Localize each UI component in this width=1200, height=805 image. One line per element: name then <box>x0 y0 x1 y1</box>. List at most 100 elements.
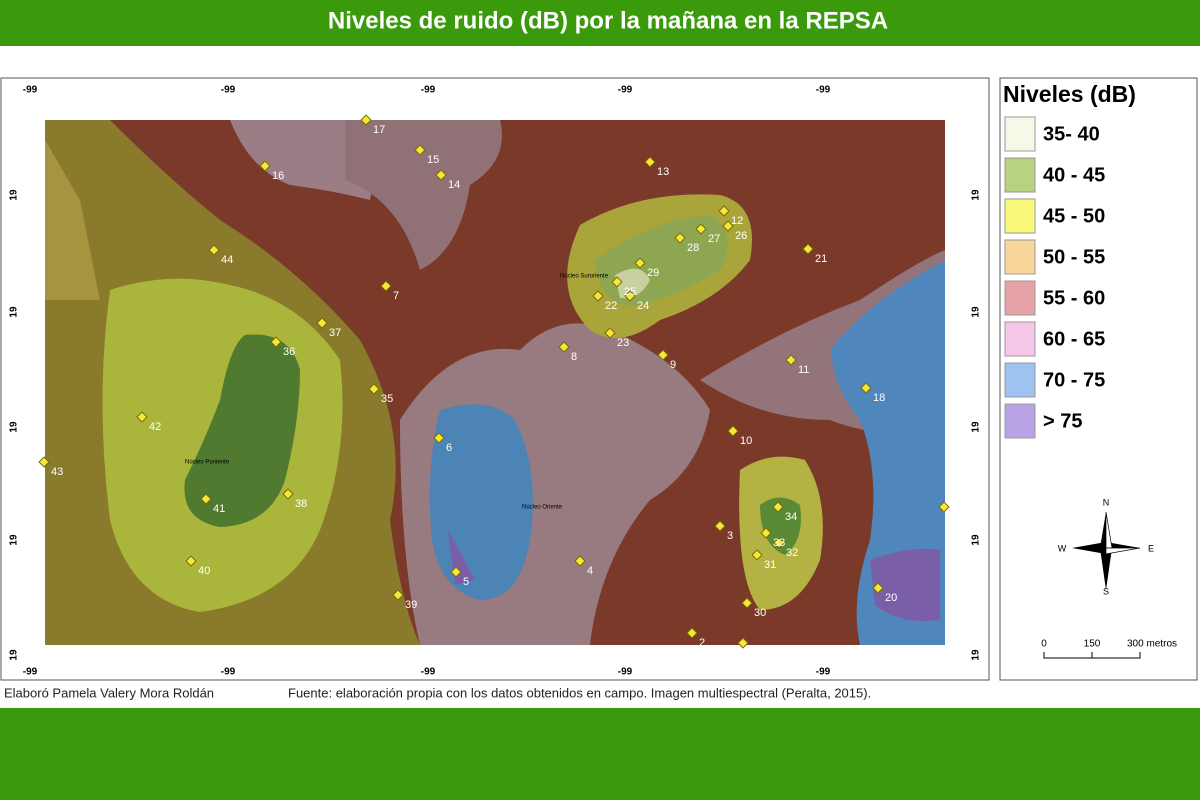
sample-point <box>634 257 646 269</box>
sample-point <box>695 223 707 235</box>
sample-point <box>718 205 730 217</box>
sample-point <box>208 244 220 256</box>
point-label: 9 <box>670 359 676 371</box>
sample-point <box>714 520 726 532</box>
sample-point <box>644 156 656 168</box>
footer-source: Fuente: elaboración propia con los datos… <box>288 685 871 700</box>
coord-label: -99 <box>816 667 831 678</box>
sample-point <box>316 317 328 329</box>
sample-point <box>392 589 404 601</box>
point-label: 22 <box>605 300 617 312</box>
point-label: 31 <box>764 559 776 571</box>
sample-point <box>741 597 753 609</box>
legend-swatch <box>1004 157 1036 193</box>
legend-swatch <box>1004 280 1036 316</box>
sample-point <box>259 160 271 172</box>
coord-label: 19 <box>971 306 982 318</box>
coord-label: 19 <box>9 421 20 433</box>
sample-point <box>450 566 462 578</box>
point-label: 2 <box>699 637 705 649</box>
sample-point <box>604 327 616 339</box>
sample-point <box>773 537 785 549</box>
coord-label: -99 <box>221 85 236 96</box>
point-label: 36 <box>283 346 295 358</box>
coord-label: -99 <box>618 667 633 678</box>
compass-w: W <box>1058 543 1067 553</box>
point-label: 40 <box>198 565 210 577</box>
point-label: 10 <box>740 435 752 447</box>
region-label: Núcleo Poniente <box>185 460 230 466</box>
legend-label: 35- 40 <box>1043 123 1100 145</box>
sample-point <box>611 276 623 288</box>
region-label: Núcleo Suroriente <box>560 274 609 280</box>
coord-label: 19 <box>9 649 20 661</box>
point-label: 26 <box>735 230 747 242</box>
point-label: 33 <box>773 537 785 549</box>
title-bar <box>0 0 1200 46</box>
compass-e: E <box>1148 543 1154 553</box>
scale-label: 150 <box>1084 639 1101 650</box>
sample-point <box>938 501 950 513</box>
point-label: 11 <box>798 364 809 376</box>
sample-point <box>751 549 763 561</box>
point-label: 14 <box>448 179 460 191</box>
legend-label: 45 - 50 <box>1043 205 1105 227</box>
scale-label: 300 metros <box>1127 639 1177 650</box>
point-label: 43 <box>51 466 63 478</box>
point-label: 8 <box>571 351 577 363</box>
point-label: 6 <box>446 442 452 454</box>
legend-swatch <box>1004 116 1036 152</box>
point-label: 18 <box>873 392 885 404</box>
sample-point <box>574 555 586 567</box>
point-label: 35 <box>381 393 393 405</box>
legend-label: 60 - 65 <box>1043 328 1105 350</box>
sample-point <box>136 411 148 423</box>
compass <box>1072 511 1141 590</box>
legend-label: 40 - 45 <box>1043 164 1105 186</box>
point-label: 21 <box>815 253 827 265</box>
point-label: 28 <box>687 242 699 254</box>
sample-point <box>270 336 282 348</box>
legend-swatch <box>1004 198 1036 234</box>
map-image <box>45 120 945 645</box>
point-label: 3 <box>727 530 733 542</box>
sample-point <box>38 456 50 468</box>
point-label: 32 <box>786 547 798 559</box>
bottom-bar <box>0 708 1200 800</box>
sample-point <box>282 488 294 500</box>
coord-label: -99 <box>221 667 236 678</box>
sample-point <box>657 349 669 361</box>
coord-label: 19 <box>9 534 20 546</box>
coord-label: -99 <box>23 667 38 678</box>
coord-label: 19 <box>971 189 982 201</box>
sample-point <box>872 582 884 594</box>
sample-point <box>686 627 698 639</box>
sample-point <box>860 382 872 394</box>
sample-point <box>722 220 734 232</box>
legend-title: Niveles (dB) <box>1003 81 1136 107</box>
coord-label: 19 <box>971 534 982 546</box>
point-label: 13 <box>657 166 669 178</box>
point-label: 38 <box>295 498 307 510</box>
point-label: 39 <box>405 599 417 611</box>
legend-swatch <box>1004 239 1036 275</box>
point-label: 27 <box>708 233 720 245</box>
point-label: 41 <box>213 503 225 515</box>
sample-point <box>368 383 380 395</box>
point-label: 12 <box>731 215 743 227</box>
point-label: 1 <box>750 647 756 659</box>
legend-label: > 75 <box>1043 410 1082 432</box>
legend-label: 70 - 75 <box>1043 369 1105 391</box>
sample-point <box>380 280 392 292</box>
sample-point <box>737 637 749 649</box>
point-label: 29 <box>647 267 659 279</box>
title: Niveles de ruido (dB) por la mañana en l… <box>328 7 888 34</box>
footer-author: Elaboró Pamela Valery Mora Roldán <box>4 685 214 700</box>
sample-point <box>785 354 797 366</box>
point-label: 5 <box>463 576 469 588</box>
sample-point <box>558 341 570 353</box>
sample-point <box>592 290 604 302</box>
sample-point <box>185 555 197 567</box>
